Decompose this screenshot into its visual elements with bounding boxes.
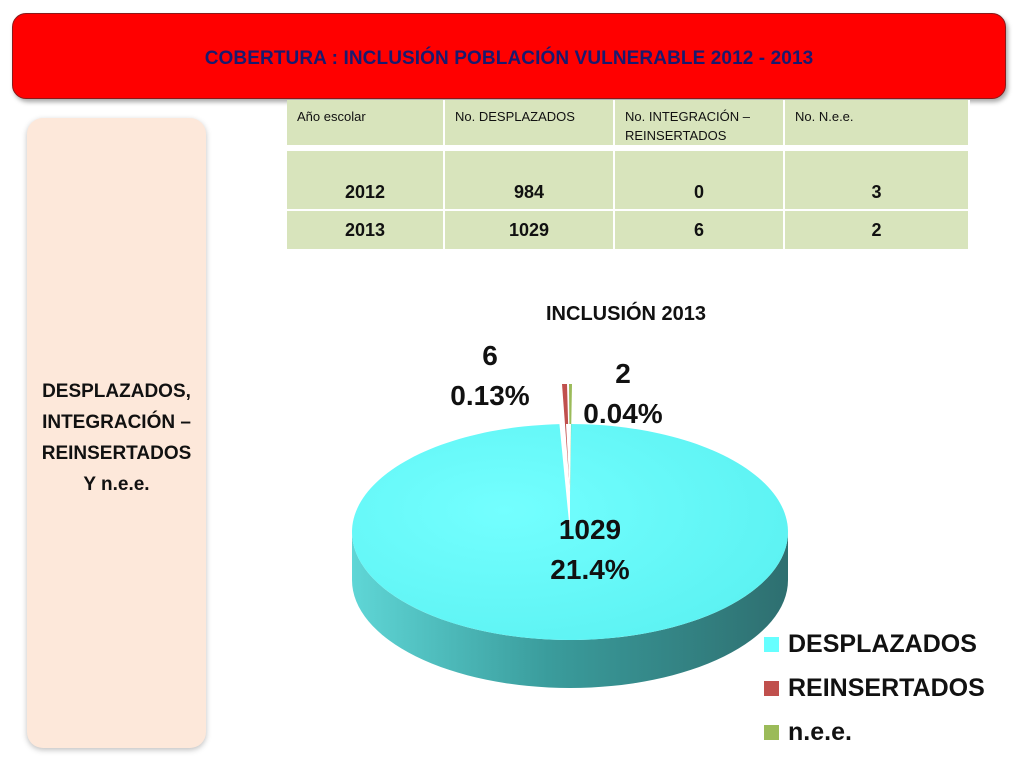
header-integracion: No. INTEGRACIÓN – REINSERTADOS [615, 100, 785, 147]
label-desplazados-value: 1029 [558, 514, 622, 545]
legend-item-nee: n.e.e. [764, 710, 985, 754]
data-table: Año escolar No. DESPLAZADOS No. INTEGRAC… [287, 100, 970, 251]
side-panel: DESPLAZADOS, INTEGRACIÓN – REINSERTADOS … [27, 118, 206, 748]
header-desplazados: No. DESPLAZADOS [445, 100, 615, 147]
title-banner: COBERTURA : INCLUSIÓN POBLACIÓN VULNERAB… [12, 13, 1006, 99]
cell-nee: 2 [785, 211, 970, 251]
page-title: COBERTURA : INCLUSIÓN POBLACIÓN VULNERAB… [204, 48, 814, 69]
legend-item-desplazados: DESPLAZADOS [764, 622, 985, 666]
legend-swatch-reinsertados [764, 680, 779, 696]
cell-integracion: 6 [615, 211, 785, 251]
slice-reinsertados [562, 384, 570, 492]
pie-side [352, 532, 788, 688]
table-header-row: Año escolar No. DESPLAZADOS No. INTEGRAC… [287, 100, 970, 147]
header-ano-escolar: Año escolar [287, 100, 445, 147]
cell-desplazados: 1029 [445, 211, 615, 251]
label-nee: 2 0.04% [568, 354, 678, 434]
side-line-4: Y n.e.e. [83, 474, 150, 495]
label-nee-value: 2 [615, 358, 631, 389]
label-reinsertados-value: 6 [482, 340, 498, 371]
side-line-3: REINSERTADOS [41, 443, 192, 464]
slice-desplazados [352, 424, 789, 640]
cell-integracion: 0 [615, 151, 785, 211]
cell-desplazados: 984 [445, 151, 615, 211]
chart-legend: DESPLAZADOS REINSERTADOS n.e.e. [764, 622, 985, 754]
legend-swatch-desplazados [764, 636, 779, 652]
chart-title: INCLUSIÓN 2013 [546, 303, 707, 325]
legend-swatch-nee [764, 724, 779, 740]
legend-label-desplazados: DESPLAZADOS [788, 629, 977, 658]
label-reinsertados-percent: 0.13% [450, 380, 530, 411]
header-nee: No. N.e.e. [785, 100, 970, 147]
label-desplazados-percent: 21.4% [550, 554, 630, 585]
label-desplazados: 1029 21.4% [530, 510, 650, 590]
table-row: 2012 984 0 3 [287, 151, 970, 211]
side-line-1: DESPLAZADOS, [42, 381, 191, 402]
legend-item-reinsertados: REINSERTADOS [764, 666, 985, 710]
legend-label-reinsertados: REINSERTADOS [788, 673, 985, 702]
cell-nee: 3 [785, 151, 970, 211]
cell-year: 2012 [287, 151, 445, 211]
legend-label-nee: n.e.e. [788, 717, 852, 746]
table-row: 2013 1029 6 2 [287, 211, 970, 251]
side-line-2: INTEGRACIÓN – [42, 412, 191, 433]
label-reinsertados: 6 0.13% [440, 336, 540, 416]
side-panel-text: DESPLAZADOS, INTEGRACIÓN – REINSERTADOS … [27, 376, 206, 500]
cell-year: 2013 [287, 211, 445, 251]
slice-gap [566, 424, 571, 496]
label-nee-percent: 0.04% [583, 398, 663, 429]
